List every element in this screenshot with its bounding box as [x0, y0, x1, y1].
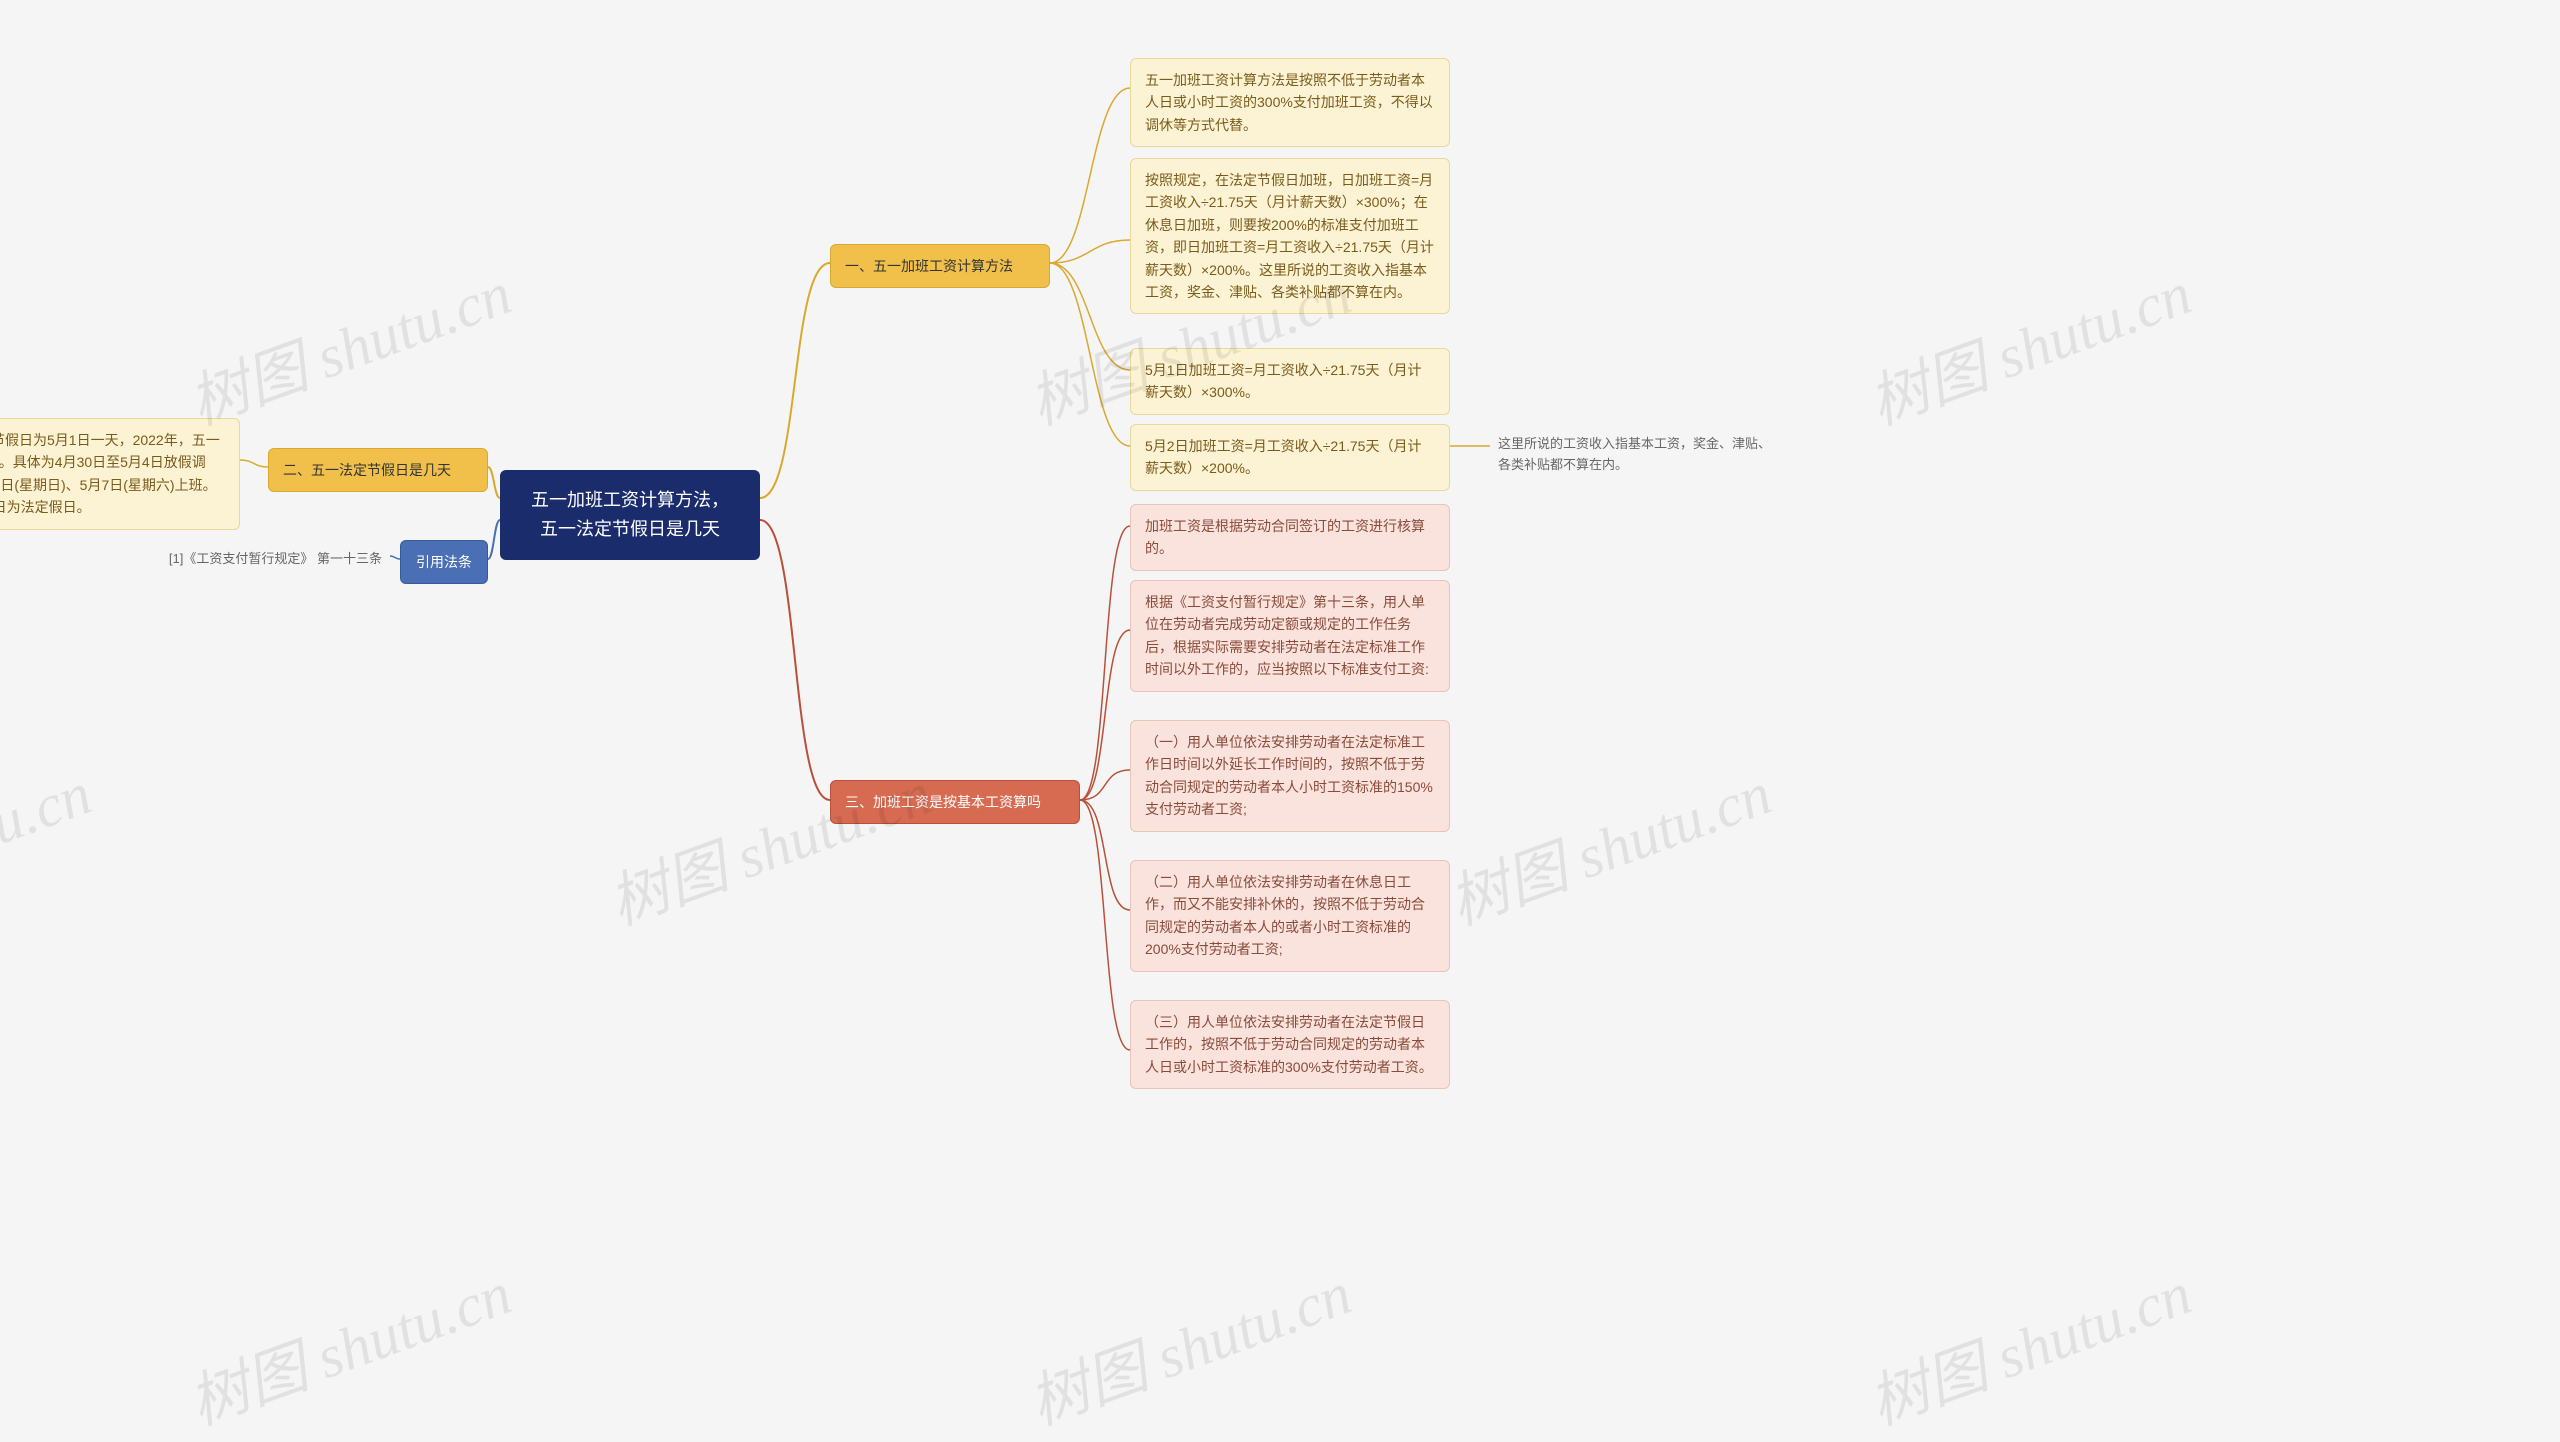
watermark: 树图 shutu.cn [595, 745, 941, 942]
watermark: 树图 shutu.cn [1015, 1245, 1361, 1442]
leaf-b3l4[interactable]: （二）用人单位依法安排劳动者在休息日工作，而又不能安排补休的，按照不低于劳动合同… [1130, 860, 1450, 972]
leaf-b2l1[interactable]: 五一法定节假日为5月1日一天，2022年，五一节放假5天。具体为4月30日至5月… [0, 418, 240, 530]
branch-3-label: 三、加班工资是按基本工资算吗 [845, 794, 1041, 810]
watermark: 树图 shutu.cn [1855, 245, 2201, 442]
leaf-b3l3-text: （一）用人单位依法安排劳动者在法定标准工作日时间以外延长工作时间的，按照不低于劳… [1145, 734, 1433, 817]
watermark: 树图 shutu.cn [1435, 745, 1781, 942]
leaf-b1l3-text: 5月1日加班工资=月工资收入÷21.75天（月计薪天数）×300%。 [1145, 362, 1421, 400]
leaf-b3l3[interactable]: （一）用人单位依法安排劳动者在法定标准工作日时间以外延长工作时间的，按照不低于劳… [1130, 720, 1450, 832]
leaf-b4l1-text: [1]《工资支付暂行规定》 第一十三条 [169, 551, 382, 566]
branch-1-label: 一、五一加班工资计算方法 [845, 258, 1013, 274]
watermark: 树图 shutu.cn [1855, 1245, 2201, 1442]
leaf-b1l4-text: 5月2日加班工资=月工资收入÷21.75天（月计薪天数）×200%。 [1145, 438, 1421, 476]
branch-2-label: 二、五一法定节假日是几天 [283, 462, 451, 478]
leaf-b3l1[interactable]: 加班工资是根据劳动合同签订的工资进行核算的。 [1130, 504, 1450, 571]
leaf-b1l1-text: 五一加班工资计算方法是按照不低于劳动者本人日或小时工资的300%支付加班工资，不… [1145, 72, 1433, 133]
leaf-b1l4[interactable]: 5月2日加班工资=月工资收入÷21.75天（月计薪天数）×200%。 [1130, 424, 1450, 491]
root-label: 五一加班工资计算方法， 五一法定节假日是几天 [531, 490, 729, 539]
watermark: 树图 shutu.cn [175, 1245, 521, 1442]
branch-1[interactable]: 一、五一加班工资计算方法 [830, 244, 1050, 288]
leaf-b3l4-text: （二）用人单位依法安排劳动者在休息日工作，而又不能安排补休的，按照不低于劳动合同… [1145, 874, 1425, 957]
watermark: 树图 shutu.cn [175, 245, 521, 442]
leaf-b1l3[interactable]: 5月1日加班工资=月工资收入÷21.75天（月计薪天数）×300%。 [1130, 348, 1450, 415]
leaf-b2l1-text: 五一法定节假日为5月1日一天，2022年，五一节放假5天。具体为4月30日至5月… [0, 432, 220, 515]
branch-4[interactable]: 引用法条 [400, 540, 488, 584]
root-node[interactable]: 五一加班工资计算方法， 五一法定节假日是几天 [500, 470, 760, 560]
leaf-b3l5-text: （三）用人单位依法安排劳动者在法定节假日工作的，按照不低于劳动合同规定的劳动者本… [1145, 1014, 1433, 1075]
leaf-b1l4-tail: 这里所说的工资收入指基本工资，奖金、津贴、各类补贴都不算在内。 [1490, 430, 1790, 480]
watermark: 树图 shutu.cn [0, 745, 101, 942]
leaf-b3l2[interactable]: 根据《工资支付暂行规定》第十三条，用人单位在劳动者完成劳动定额或规定的工作任务后… [1130, 580, 1450, 692]
leaf-b4l1: [1]《工资支付暂行规定》 第一十三条 [130, 545, 390, 574]
leaf-b3l1-text: 加班工资是根据劳动合同签订的工资进行核算的。 [1145, 518, 1425, 556]
leaf-b1l4-tail-text: 这里所说的工资收入指基本工资，奖金、津贴、各类补贴都不算在内。 [1498, 436, 1771, 472]
leaf-b3l5[interactable]: （三）用人单位依法安排劳动者在法定节假日工作的，按照不低于劳动合同规定的劳动者本… [1130, 1000, 1450, 1089]
leaf-b3l2-text: 根据《工资支付暂行规定》第十三条，用人单位在劳动者完成劳动定额或规定的工作任务后… [1145, 594, 1429, 677]
leaf-b1l2[interactable]: 按照规定，在法定节假日加班，日加班工资=月工资收入÷21.75天（月计薪天数）×… [1130, 158, 1450, 314]
branch-2[interactable]: 二、五一法定节假日是几天 [268, 448, 488, 492]
leaf-b1l1[interactable]: 五一加班工资计算方法是按照不低于劳动者本人日或小时工资的300%支付加班工资，不… [1130, 58, 1450, 147]
leaf-b1l2-text: 按照规定，在法定节假日加班，日加班工资=月工资收入÷21.75天（月计薪天数）×… [1145, 172, 1434, 300]
branch-4-label: 引用法条 [416, 554, 472, 570]
branch-3[interactable]: 三、加班工资是按基本工资算吗 [830, 780, 1080, 824]
